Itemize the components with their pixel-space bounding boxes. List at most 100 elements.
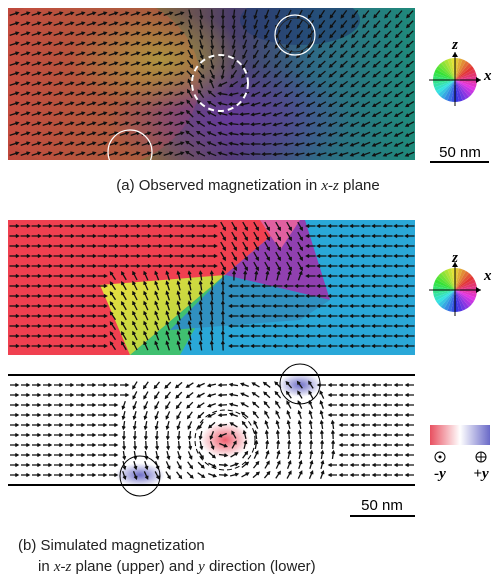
arrow bbox=[76, 384, 84, 387]
arrow bbox=[188, 431, 191, 439]
arrow bbox=[54, 384, 62, 387]
legend-plus: +y bbox=[473, 466, 489, 482]
arrow bbox=[362, 424, 370, 427]
arrow bbox=[254, 451, 258, 458]
arrow bbox=[65, 454, 73, 457]
arrow bbox=[241, 383, 249, 386]
arrow bbox=[299, 441, 302, 449]
arrow bbox=[54, 474, 62, 477]
arrow bbox=[177, 461, 181, 468]
arrow bbox=[332, 441, 335, 449]
arrow bbox=[384, 384, 392, 387]
arrow bbox=[373, 454, 381, 457]
arrow bbox=[406, 384, 414, 387]
arrow bbox=[264, 472, 269, 478]
arrow bbox=[266, 441, 269, 449]
arrow bbox=[230, 473, 238, 476]
arrow bbox=[98, 414, 106, 417]
arrow bbox=[10, 424, 18, 427]
arrow bbox=[187, 402, 193, 408]
arrow bbox=[340, 464, 348, 467]
arrow bbox=[10, 384, 18, 387]
arrow bbox=[109, 454, 117, 457]
arrow bbox=[187, 472, 193, 478]
arrow bbox=[208, 404, 215, 407]
arrow bbox=[219, 394, 227, 397]
arrow bbox=[276, 461, 280, 468]
arrow bbox=[54, 414, 62, 417]
arrow bbox=[76, 414, 84, 417]
arrow bbox=[395, 394, 403, 397]
arrow bbox=[287, 421, 290, 429]
arrow bbox=[177, 431, 180, 439]
arrow bbox=[65, 414, 73, 417]
arrow bbox=[287, 431, 290, 439]
arrow bbox=[287, 411, 290, 418]
arrow bbox=[309, 421, 312, 429]
arrow bbox=[406, 474, 414, 477]
arrow bbox=[309, 431, 312, 439]
arrow bbox=[10, 404, 18, 407]
arrow bbox=[165, 382, 171, 388]
arrow bbox=[310, 461, 313, 469]
legend-minus: -y bbox=[434, 466, 446, 482]
arrow bbox=[276, 402, 280, 409]
arrow bbox=[122, 411, 125, 419]
arrow bbox=[133, 431, 136, 439]
arrow bbox=[384, 394, 392, 397]
arrow bbox=[98, 444, 106, 447]
arrow bbox=[167, 441, 170, 449]
arrow bbox=[76, 454, 84, 457]
arrow bbox=[122, 431, 125, 439]
arrow bbox=[373, 414, 381, 417]
arrow bbox=[406, 464, 414, 467]
arrow bbox=[287, 471, 291, 478]
arrow bbox=[32, 464, 40, 467]
arrow bbox=[230, 413, 238, 416]
arrow bbox=[109, 444, 117, 447]
arrow bbox=[384, 444, 392, 447]
arrow bbox=[320, 401, 323, 409]
arrow bbox=[277, 441, 280, 449]
arrow bbox=[43, 394, 51, 397]
arrow bbox=[265, 462, 269, 469]
arrow bbox=[10, 464, 18, 467]
arrow bbox=[133, 391, 137, 398]
arrow bbox=[166, 402, 170, 409]
arrow bbox=[87, 444, 95, 447]
arrow bbox=[373, 394, 381, 397]
arrow bbox=[87, 474, 95, 477]
arrow bbox=[275, 392, 280, 398]
arrow bbox=[144, 392, 148, 399]
arrow bbox=[340, 404, 348, 407]
arrow bbox=[406, 404, 414, 407]
arrow bbox=[21, 444, 29, 447]
arrow bbox=[98, 384, 106, 387]
arrow bbox=[242, 403, 249, 407]
arrow bbox=[395, 384, 403, 387]
arrow bbox=[309, 401, 312, 408]
arrow bbox=[373, 474, 381, 477]
arrow bbox=[362, 464, 370, 467]
axis-z: z bbox=[451, 250, 458, 266]
arrow bbox=[87, 414, 95, 417]
arrow bbox=[219, 384, 227, 387]
arrow bbox=[43, 414, 51, 417]
arrow bbox=[362, 384, 370, 387]
arrow bbox=[243, 422, 248, 428]
arrow bbox=[219, 464, 227, 467]
arrow bbox=[21, 464, 29, 467]
arrow bbox=[254, 421, 258, 428]
arrow bbox=[230, 463, 238, 466]
y-legend bbox=[430, 425, 490, 445]
arrow bbox=[43, 424, 51, 427]
arrow bbox=[87, 394, 95, 397]
arrow bbox=[133, 421, 136, 429]
out-symbol bbox=[439, 456, 442, 459]
arrow bbox=[32, 414, 40, 417]
arrow bbox=[43, 474, 51, 477]
arrow bbox=[54, 454, 62, 457]
arrow bbox=[188, 462, 193, 469]
arrow bbox=[188, 412, 193, 419]
arrow bbox=[177, 472, 182, 478]
